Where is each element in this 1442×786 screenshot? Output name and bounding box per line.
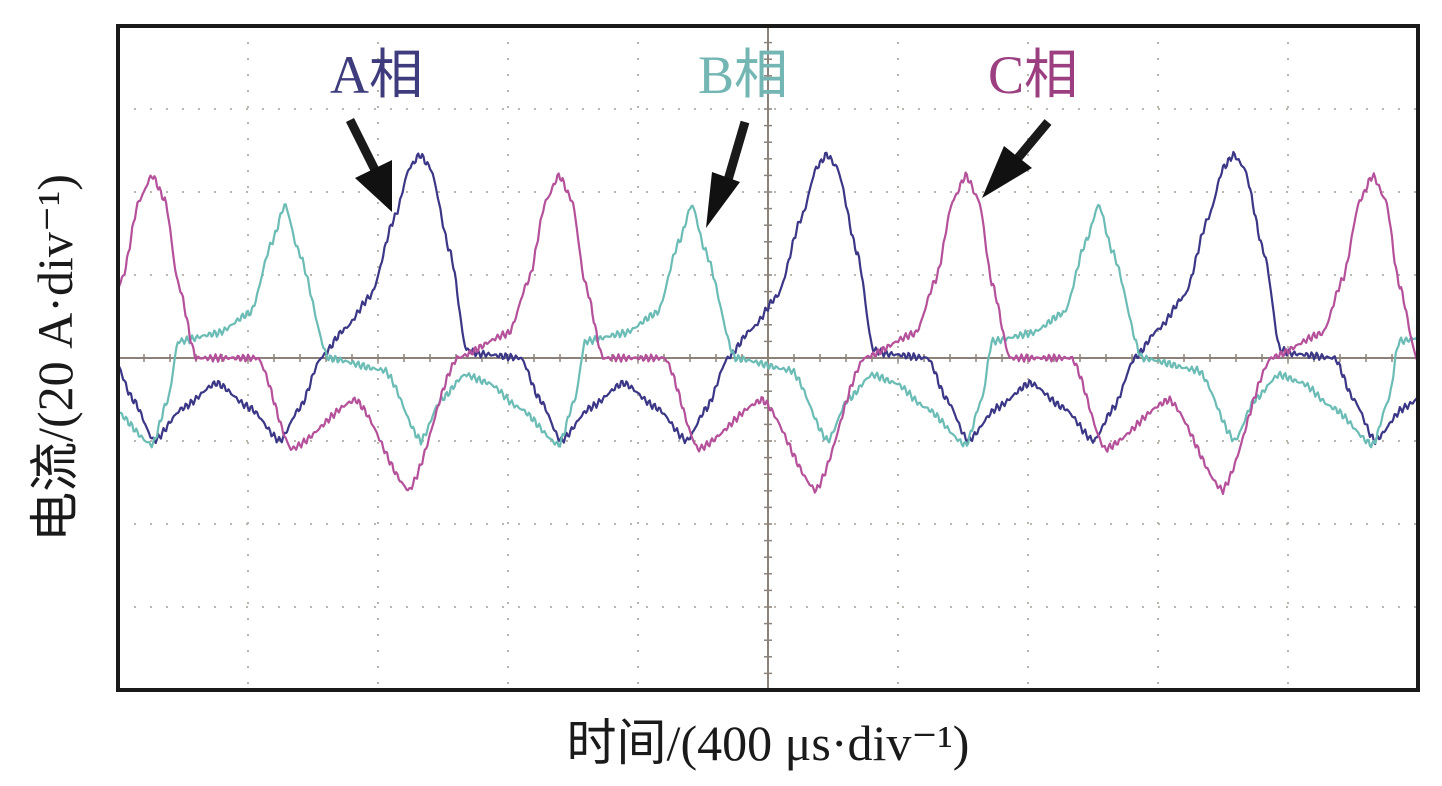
arrow-phase-b [706,120,750,228]
trace-phase-a [117,150,1419,446]
trace-phase-c [117,171,1419,495]
grid [117,25,1419,690]
trace-phase-b [117,203,1419,449]
label-phase-c: C相 [988,45,1078,105]
arrow-phase-c [982,119,1052,198]
plot-frame [116,24,1420,692]
arrow-phase-a [345,117,392,212]
label-phase-b: B相 [698,45,788,105]
label-phase-a: A相 [330,45,423,105]
traces [117,150,1419,495]
x-axis-label: 时间/(400 μs·div⁻¹) [567,715,970,771]
y-axis-label: 电流/(20 A·div⁻¹) [27,174,83,542]
